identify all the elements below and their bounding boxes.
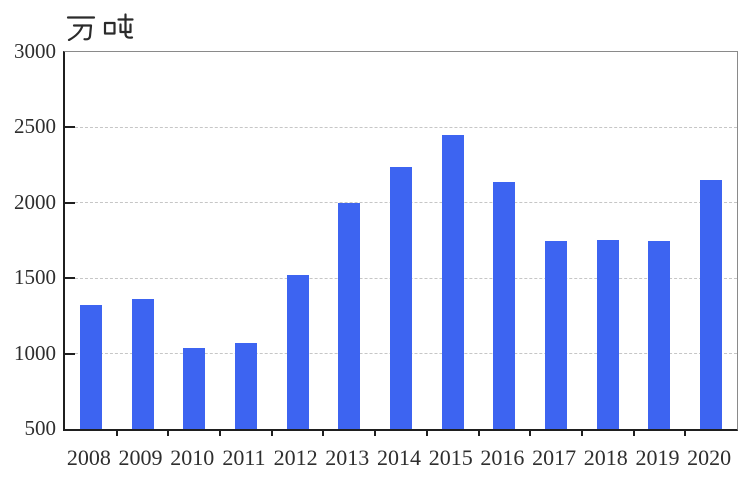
x-tickmark-2 <box>167 429 170 436</box>
bar-2011 <box>234 343 257 429</box>
y-axis-unit-label: 万吨 <box>66 11 142 41</box>
bar-2009 <box>131 299 154 429</box>
x-tick-label-2011: 2011 <box>222 445 266 470</box>
x-tickmark-8 <box>477 429 480 436</box>
plot-area <box>63 51 738 436</box>
x-tick-label-2009: 2009 <box>118 445 163 470</box>
bar-2016 <box>493 181 516 429</box>
bar-2015 <box>441 134 464 429</box>
x-tickmark-12 <box>684 429 687 436</box>
bar-2014 <box>390 166 412 429</box>
x-tick-label-2016: 2016 <box>480 445 525 470</box>
bar-2010 <box>183 348 206 429</box>
unit-glyph-dun-icon <box>103 13 134 39</box>
x-tickmark-6 <box>374 429 377 436</box>
y-tick-label-2500: 2500 <box>14 114 56 139</box>
x-tickmark-9 <box>529 429 532 436</box>
x-tick-label-2012: 2012 <box>273 445 318 470</box>
gridline-2500 <box>65 126 737 128</box>
x-tick-label-2013: 2013 <box>325 445 370 470</box>
y-tick-label-1000: 1000 <box>14 340 56 365</box>
bar-2017 <box>545 241 568 429</box>
x-tickmark-1 <box>115 429 118 436</box>
bar-2019 <box>648 241 671 429</box>
x-tickmark-7 <box>425 429 428 436</box>
y-tick-label-500: 500 <box>24 416 57 440</box>
x-tickmark-11 <box>632 429 635 436</box>
bar-2012 <box>286 275 309 429</box>
y-tickmark-1000 <box>65 352 75 355</box>
y-tickmark-1500 <box>65 277 75 280</box>
x-tick-label-2020: 2020 <box>687 445 732 470</box>
x-tickmark-5 <box>322 429 325 436</box>
x-tick-label-2017: 2017 <box>532 445 577 470</box>
x-tick-label-2014: 2014 <box>377 445 421 470</box>
x-tickmark-10 <box>580 429 583 436</box>
bar-2008 <box>79 304 102 429</box>
x-tick-label-2010: 2010 <box>170 445 215 470</box>
y-tickmark-2500 <box>65 126 75 129</box>
bar-2020 <box>700 180 723 429</box>
bar-2018 <box>596 239 619 429</box>
x-tick-label-2019: 2019 <box>635 445 680 470</box>
y-tick-label-3000: 3000 <box>14 39 56 63</box>
x-tickmark-4 <box>270 429 273 436</box>
y-tick-label-2000: 2000 <box>14 189 56 214</box>
x-tick-label-2015: 2015 <box>428 445 473 470</box>
y-tick-label-1500: 1500 <box>14 265 56 290</box>
x-tick-label-2008: 2008 <box>66 445 111 470</box>
x-tick-label-2018: 2018 <box>583 445 628 470</box>
y-tickmark-2000 <box>65 201 75 204</box>
x-tickmark-3 <box>219 429 222 436</box>
bar-2013 <box>338 202 361 429</box>
unit-glyph-wan-icon <box>66 16 96 41</box>
